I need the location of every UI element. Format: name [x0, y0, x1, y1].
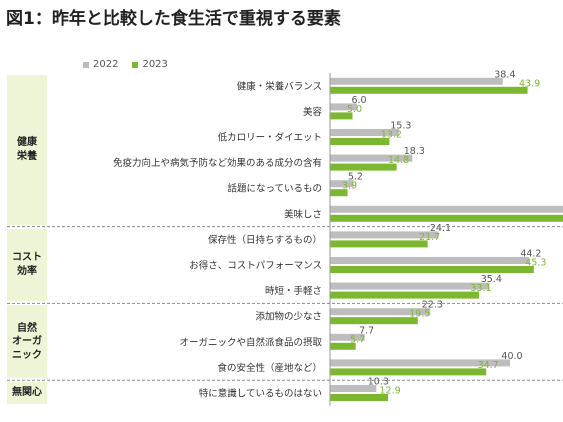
bar-2023 [330, 214, 563, 222]
value-label-2022: 40.0 [501, 351, 522, 362]
bar-2022 [330, 129, 399, 136]
category-label: 特に意識しているものはない [199, 388, 322, 400]
value-label-2022: 5.2 [348, 172, 363, 183]
bar-2023 [330, 138, 390, 145]
value-label-2023: 43.9 [519, 78, 540, 89]
category-label: 話題になっているもの [227, 183, 322, 195]
category-label: 美味しさ [284, 208, 322, 220]
group-label: 健康 栄養 [7, 75, 47, 225]
legend-swatch-2023 [132, 61, 139, 68]
value-label-2023: 5.0 [347, 104, 362, 115]
value-label-2022: 6.0 [351, 95, 366, 106]
group-label: 無関心 [7, 382, 47, 404]
value-label-2022: 10.3 [368, 377, 389, 388]
value-label-2022: 18.3 [404, 146, 425, 157]
category-label: オーガニックや自然派食品の摂取 [179, 336, 322, 348]
legend: 2022 2023 [83, 59, 168, 70]
bar-2022 [330, 180, 354, 188]
category-label: 添加物の少なさ [255, 311, 322, 323]
bar-2023 [330, 240, 428, 248]
bar-2023 [330, 163, 397, 171]
bar-2023 [330, 394, 389, 401]
bar-2023 [330, 317, 418, 325]
bar-2022 [330, 282, 490, 290]
value-label-2023: 3.9 [342, 181, 357, 192]
value-label-2022: 22.3 [422, 300, 443, 311]
value-label-2022: 38.4 [494, 69, 515, 80]
group-label: コスト 効率 [7, 228, 47, 302]
bar-2022 [330, 385, 377, 392]
value-label-2023: 5.7 [350, 334, 365, 345]
value-label-2023: 45.3 [525, 258, 546, 269]
bar-2023 [330, 342, 356, 350]
category-label: 保存性（日持ちするもの） [208, 234, 322, 246]
bar-2022 [330, 77, 503, 85]
value-label-2023: 12.9 [379, 386, 400, 397]
bar-2022 [330, 154, 413, 162]
bar-2022 [330, 359, 510, 367]
bar-2022 [330, 333, 365, 341]
value-label-2023: 19.5 [409, 309, 430, 320]
bar-2022 [330, 103, 357, 111]
category-label: 時短・手軽さ [265, 285, 322, 297]
bar-2023 [330, 112, 353, 120]
bar-2023 [330, 368, 487, 376]
chart-title: 図1：昨年と比較した食生活で重視する要素 [6, 9, 341, 29]
category-label: 美容 [303, 106, 323, 118]
legend-swatch-2022 [83, 61, 89, 68]
value-label-2022: 35.4 [481, 274, 502, 285]
value-label-2022: 24.1 [430, 223, 451, 234]
bar-2022 [330, 205, 563, 213]
bar-2022 [330, 308, 431, 316]
group-label: 自然 オーガ ニック [7, 305, 47, 379]
value-label-2022: 44.2 [520, 249, 541, 260]
bar-2023 [330, 86, 528, 94]
legend-item-2022: 2022 [83, 59, 118, 70]
value-label-2023: 13.2 [381, 130, 402, 141]
bar-2022 [330, 231, 439, 239]
legend-item-2023: 2023 [132, 59, 168, 70]
legend-label-2023: 2023 [142, 59, 168, 70]
category-label: 低カロリー・ダイエット [218, 132, 322, 144]
bar-2023 [330, 266, 534, 273]
legend-label-2022: 2022 [93, 59, 119, 70]
bar-2023 [330, 189, 348, 197]
category-label: 免疫力向上や病気予防など効果のある成分の含有 [113, 157, 322, 169]
value-label-2022: 15.3 [390, 121, 411, 132]
category-label: 食の安全性（産地など） [217, 362, 322, 374]
value-label-2023: 21.7 [419, 232, 440, 243]
value-label-2023: 34.7 [478, 360, 499, 371]
value-label-2022: 7.7 [359, 325, 374, 336]
category-label: お得さ、コストパフォーマンス [189, 260, 322, 272]
value-label-2023: 33.1 [470, 283, 491, 294]
value-label-2023: 14.8 [388, 155, 409, 166]
category-label: 健康・栄養バランス [237, 80, 322, 92]
bar-2023 [330, 291, 479, 299]
bar-2022 [330, 257, 529, 264]
